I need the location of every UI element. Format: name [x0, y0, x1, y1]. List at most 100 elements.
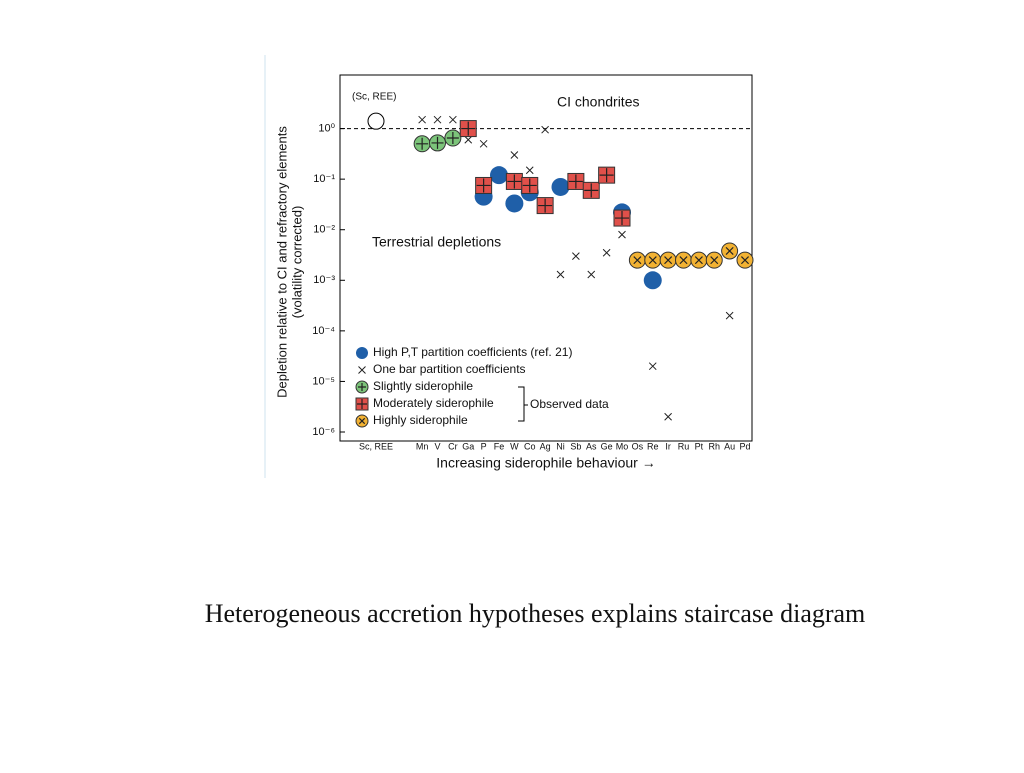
- marker-part: [479, 139, 488, 148]
- marker: [459, 120, 477, 138]
- x-tick-label: Pt: [695, 441, 704, 451]
- y-tick-label: 10⁻³: [313, 274, 335, 286]
- marker-part: [618, 230, 626, 239]
- legend-marker: [355, 397, 369, 411]
- marker: [475, 176, 493, 194]
- x-tick-label: Co: [524, 441, 536, 451]
- marker-part: [490, 166, 508, 185]
- marker: [705, 251, 723, 269]
- x-tick-label: Ag: [540, 441, 551, 451]
- marker-part: [615, 211, 629, 226]
- bracket: [518, 386, 528, 422]
- marker: [643, 271, 662, 290]
- marker-part: [648, 256, 657, 265]
- marker: [449, 115, 457, 124]
- x-tick-label: W: [510, 441, 519, 451]
- marker: [587, 270, 596, 279]
- legend-label: Highly siderophile: [373, 413, 468, 427]
- marker-part: [446, 132, 459, 145]
- marker-part: [461, 121, 476, 136]
- marker-part: [358, 417, 366, 425]
- marker: [628, 251, 646, 269]
- marker: [690, 251, 708, 269]
- marker-part: [725, 311, 734, 320]
- marker-part: [418, 115, 426, 124]
- y-tick-label: 10⁻²: [313, 224, 335, 236]
- marker: [618, 230, 626, 239]
- x-tick-label: Cr: [448, 441, 458, 451]
- marker: [736, 251, 754, 269]
- marker: [510, 151, 519, 159]
- marker: [582, 181, 600, 199]
- legend-marker: [356, 347, 368, 359]
- legend-label: Slightly siderophile: [373, 379, 473, 393]
- marker: [648, 362, 657, 371]
- x-tick-label: Ge: [601, 441, 613, 451]
- x-tick-label: Mn: [416, 441, 429, 451]
- marker-part: [449, 115, 457, 124]
- x-tick-label: Fe: [494, 441, 505, 451]
- marker: [444, 129, 462, 147]
- y-axis-label: (volatility corrected): [289, 206, 304, 319]
- legend-label: One bar partition coefficients: [373, 362, 526, 376]
- marker: [413, 135, 431, 153]
- marker: [556, 270, 565, 279]
- legend-label: High P,T partition coefficients (ref. 21…: [373, 345, 572, 359]
- x-tick-label: Sc, REE: [359, 441, 393, 451]
- legend-marker: [358, 366, 366, 374]
- marker: [479, 139, 488, 148]
- x-tick-label: Re: [647, 441, 659, 451]
- marker-part: [740, 256, 750, 265]
- annotation: Terrestrial depletions: [372, 234, 501, 250]
- y-tick-label: 10⁻¹: [313, 173, 335, 185]
- marker-part: [357, 399, 367, 409]
- marker: [521, 176, 539, 194]
- marker-part: [507, 174, 522, 189]
- marker-part: [664, 256, 673, 265]
- marker: [490, 166, 508, 185]
- marker-part: [710, 256, 719, 265]
- x-tick-label: Ni: [556, 441, 565, 451]
- x-tick-label: Sb: [570, 441, 581, 451]
- marker: [505, 194, 524, 213]
- y-tick-label: 10⁻⁵: [312, 375, 335, 387]
- marker: [429, 134, 446, 152]
- x-tick-label: Pd: [739, 441, 750, 451]
- marker: [551, 177, 570, 196]
- marker-part: [568, 174, 583, 189]
- marker: [644, 251, 662, 269]
- x-tick-label: Rh: [708, 441, 720, 451]
- x-axis-label: Increasing siderophile behaviour →: [436, 455, 655, 471]
- marker: [418, 115, 426, 124]
- x-tick-label: Mo: [616, 441, 629, 451]
- marker-part: [431, 136, 444, 149]
- marker-part: [602, 248, 611, 257]
- marker-part: [664, 412, 672, 421]
- marker: [525, 166, 534, 175]
- x-tick-label: As: [586, 441, 597, 451]
- marker: [725, 311, 734, 320]
- marker: [598, 166, 616, 184]
- marker-part: [556, 270, 565, 279]
- marker-part: [572, 252, 580, 261]
- marker: [433, 115, 442, 124]
- marker-part: [358, 366, 366, 374]
- x-tick-label: P: [481, 441, 487, 451]
- y-tick-label: 10⁰: [318, 122, 335, 134]
- marker: [367, 112, 385, 130]
- marker: [602, 248, 611, 257]
- marker: [572, 252, 580, 261]
- y-tick-label: 10⁻⁴: [312, 325, 335, 337]
- marker-part: [725, 246, 734, 255]
- marker-part: [587, 270, 596, 279]
- marker-part: [367, 112, 385, 130]
- marker-part: [476, 178, 491, 193]
- marker-part: [633, 256, 642, 265]
- marker: [536, 197, 554, 215]
- marker-part: [643, 271, 662, 290]
- x-tick-label: Ir: [665, 441, 671, 451]
- marker: [541, 125, 549, 134]
- marker: [659, 251, 677, 269]
- legend-label: Moderately siderophile: [373, 396, 494, 410]
- x-tick-label: Ru: [678, 441, 690, 451]
